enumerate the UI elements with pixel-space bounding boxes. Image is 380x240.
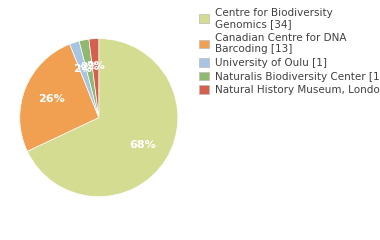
Text: 68%: 68%: [129, 140, 155, 150]
Text: 26%: 26%: [38, 94, 64, 104]
Wedge shape: [70, 41, 99, 118]
Legend: Centre for Biodiversity
Genomics [34], Canadian Centre for DNA
Barcoding [13], U: Centre for Biodiversity Genomics [34], C…: [199, 8, 380, 95]
Wedge shape: [27, 39, 178, 197]
Wedge shape: [79, 39, 99, 118]
Wedge shape: [89, 39, 99, 118]
Text: 2%: 2%: [73, 64, 92, 74]
Wedge shape: [20, 44, 99, 151]
Text: 2%: 2%: [80, 62, 99, 72]
Text: 2%: 2%: [86, 61, 105, 71]
